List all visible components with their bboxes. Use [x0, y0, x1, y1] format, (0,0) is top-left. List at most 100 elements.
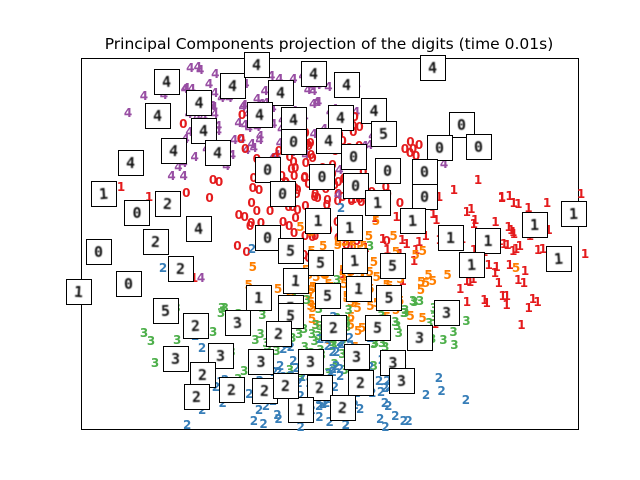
digit-point: 5	[306, 282, 316, 297]
digit-point: 5	[340, 234, 350, 249]
digit-point: 0	[247, 195, 256, 210]
digit-point: 2	[384, 399, 393, 413]
digit-thumbnail: 4	[154, 69, 180, 95]
digit-point: 5	[371, 214, 381, 229]
chart-title: Principal Components projection of the d…	[104, 35, 554, 53]
digit-point: 3	[150, 356, 160, 370]
digit-point: 1	[473, 172, 483, 187]
digit-point: 1	[392, 210, 401, 225]
digit-thumbnail-glyph: 5	[161, 301, 171, 320]
digit-point: 2	[261, 398, 271, 413]
digit-point: 1	[509, 226, 519, 241]
digit-thumbnail: 4	[301, 61, 327, 87]
digit-thumbnail-glyph: 2	[151, 232, 161, 251]
digit-point: 5	[424, 268, 433, 283]
digit-point: 5	[312, 269, 321, 284]
digit-point: 0	[293, 183, 302, 198]
digit-point: 4	[211, 67, 220, 82]
digit-thumbnail-glyph: 4	[342, 75, 352, 94]
digit-point: 1	[490, 266, 500, 281]
digit-point: 2	[296, 419, 305, 434]
digit-point: 4	[253, 91, 262, 106]
digit-thumbnail: 2	[273, 373, 299, 399]
digit-point: 2	[315, 409, 324, 424]
digit-point: 5	[349, 296, 358, 311]
digit-thumbnail: 4	[205, 140, 231, 166]
digit-point: 2	[366, 359, 375, 374]
digit-point: 0	[245, 219, 255, 234]
digit-point: 2	[259, 416, 268, 431]
digit-thumbnail: 4	[220, 73, 246, 99]
digit-point: 5	[318, 238, 328, 253]
digit-thumbnail-glyph: 2	[281, 376, 291, 395]
digit-point: 0	[411, 149, 421, 163]
digit-point: 5	[306, 299, 315, 314]
digit-point: 5	[333, 238, 343, 253]
digit-point: 4	[174, 160, 183, 175]
digit-point: 0	[308, 151, 317, 166]
digit-thumbnail: 3	[407, 325, 433, 351]
digit-thumbnail-glyph: 2	[192, 387, 202, 406]
digit-thumbnail-glyph: 2	[163, 194, 174, 213]
digit-point: 3	[330, 356, 339, 371]
digit-point: 3	[369, 359, 379, 374]
digit-thumbnail-glyph: 1	[296, 400, 307, 419]
digit-thumbnail: 1	[522, 212, 548, 238]
digit-point: 2	[247, 242, 257, 256]
digit-point: 3	[401, 306, 410, 321]
digit-point: 0	[323, 192, 332, 207]
digit-thumbnail-glyph: 4	[213, 143, 224, 162]
digit-point: 1	[511, 241, 521, 256]
digit-point: 1	[456, 281, 465, 296]
digit-thumbnail: 3	[344, 344, 370, 370]
digit-thumbnail: 5	[315, 283, 341, 309]
digit-point: 1	[470, 212, 480, 227]
digit-thumbnail-glyph: 4	[276, 83, 286, 102]
digit-thumbnail: 1	[246, 285, 272, 311]
digit-point: 2	[296, 390, 304, 402]
digit-point: 1	[397, 233, 407, 248]
digit-point: 5	[353, 323, 363, 338]
digit-point: 0	[304, 139, 313, 154]
digit-thumbnail: 2	[184, 384, 210, 410]
digit-thumbnail-glyph: 3	[306, 352, 316, 371]
digit-point: 0	[357, 195, 366, 210]
digit-point: 0	[274, 143, 284, 158]
digit-point: 3	[316, 320, 324, 332]
digit-thumbnail-glyph: 0	[317, 167, 327, 186]
digit-point: 2	[335, 369, 345, 383]
digit-point: 1	[503, 238, 512, 253]
digit-point: 1	[514, 196, 523, 211]
digit-thumbnail: 0	[270, 181, 296, 207]
digit-point: 4	[260, 83, 270, 98]
digit-thumbnail-glyph: 2	[337, 398, 349, 417]
digit-point: 4	[242, 143, 251, 158]
digit-thumbnail: 2	[321, 315, 347, 341]
digit-thumbnail: 5	[371, 121, 397, 147]
digit-point: 4	[333, 188, 343, 202]
digit-thumbnail: 1	[342, 248, 368, 274]
digit-thumbnail-glyph: 4	[199, 121, 209, 140]
digit-point: 4	[204, 76, 214, 91]
digit-thumbnail-glyph: 2	[328, 318, 340, 337]
digit-point: 3	[399, 306, 409, 321]
digit-thumbnail: 2	[266, 321, 292, 347]
digit-point: 2	[249, 414, 259, 429]
digit-point: 1	[411, 242, 421, 257]
digit-point: 2	[158, 261, 168, 275]
digit-point: 1	[462, 295, 472, 310]
digit-point: 2	[461, 393, 471, 408]
digit-point: 5	[421, 275, 431, 290]
digit-point: 0	[333, 194, 342, 209]
digit-point: 1	[533, 243, 543, 257]
digit-point: 1	[338, 267, 348, 282]
digit-point: 1	[449, 183, 459, 198]
digit-thumbnail: 1	[561, 201, 587, 227]
digit-point: 3	[327, 339, 336, 354]
digit-point: 0	[241, 142, 250, 157]
digit-point: 3	[369, 336, 379, 351]
digit-point: 2	[345, 330, 354, 345]
digit-point: 5	[511, 261, 521, 275]
digit-point: 3	[302, 293, 312, 308]
